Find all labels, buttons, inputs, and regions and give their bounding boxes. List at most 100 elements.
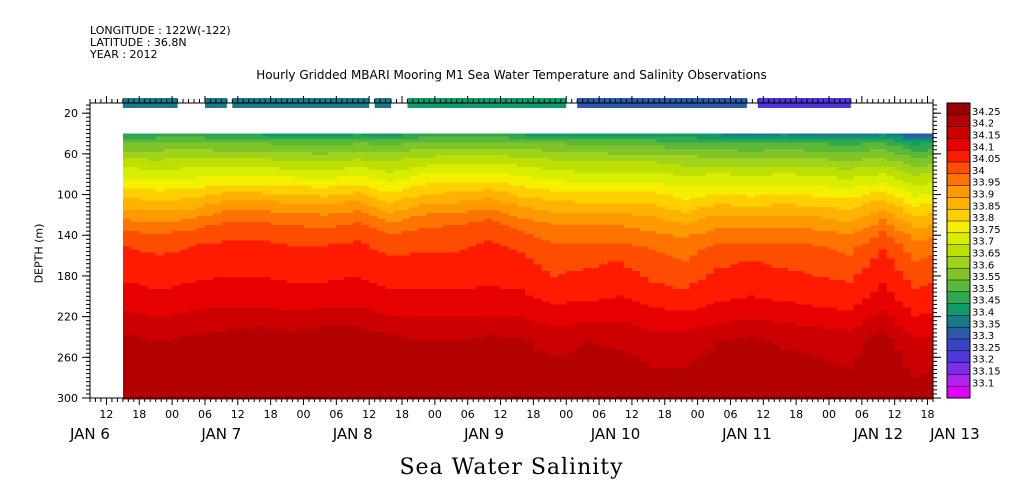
heatmap-cell	[393, 295, 403, 299]
heatmap-cell	[508, 246, 518, 251]
heatmap-cell	[434, 148, 444, 153]
heatmap-cell	[155, 362, 165, 367]
heatmap-cell	[180, 380, 190, 385]
heatmap-cell	[459, 237, 469, 241]
heatmap-cell	[336, 154, 346, 159]
heatmap-cell	[418, 267, 428, 272]
heatmap-cell	[131, 145, 140, 150]
heatmap-cell	[172, 157, 181, 162]
heatmap-cell	[254, 276, 264, 281]
heatmap-cell	[582, 325, 592, 330]
heatmap-cell	[262, 215, 272, 220]
heatmap-cell	[475, 331, 485, 336]
heatmap-cell	[377, 255, 387, 260]
heatmap-cell	[180, 322, 190, 327]
heatmap-cell	[558, 185, 567, 190]
heatmap-cell	[246, 173, 255, 177]
heatmap-cell	[459, 276, 469, 281]
heatmap-cell	[459, 222, 469, 226]
heatmap-cell	[295, 188, 305, 193]
heatmap-cell	[270, 276, 280, 281]
heatmap-cell	[360, 191, 370, 196]
heatmap-cell	[122, 157, 132, 162]
heatmap-cell	[385, 234, 395, 238]
heatmap-cell	[204, 167, 214, 171]
heatmap-cell	[418, 362, 428, 367]
heatmap-cell	[426, 359, 436, 363]
heatmap-cell	[147, 218, 157, 223]
heatmap-cell	[246, 344, 255, 348]
heatmap-cell	[155, 292, 165, 296]
heatmap-cell	[262, 167, 272, 171]
heatmap-cell	[549, 185, 559, 190]
heatmap-cell	[295, 392, 305, 397]
heatmap-cell	[303, 328, 313, 333]
heatmap-cell	[574, 203, 584, 208]
heatmap-cell	[410, 374, 420, 379]
heatmap-cell	[131, 173, 140, 177]
heatmap-cell	[443, 365, 452, 370]
heatmap-cell	[549, 206, 559, 211]
heatmap-cell	[426, 344, 436, 348]
heatmap-cell	[303, 280, 313, 284]
heatmap-cell	[213, 350, 222, 354]
heatmap-cell	[139, 353, 149, 357]
heatmap-cell	[278, 142, 288, 147]
heatmap-cell	[237, 148, 247, 153]
heatmap-cell	[237, 283, 247, 287]
heatmap-cell	[459, 255, 469, 260]
heatmap-cell	[196, 307, 206, 312]
heatmap-cell	[426, 322, 436, 327]
heatmap-cell	[204, 331, 214, 336]
heatmap-cell	[204, 206, 214, 211]
heatmap-cell	[451, 264, 461, 269]
heatmap-cell	[533, 273, 543, 278]
heatmap-cell	[237, 270, 247, 275]
heatmap-cell	[402, 179, 411, 183]
heatmap-cell	[590, 215, 600, 220]
heatmap-cell	[147, 139, 157, 144]
heatmap-cell	[566, 359, 576, 363]
heatmap-cell	[172, 197, 181, 202]
heatmap-cell	[426, 374, 436, 379]
heatmap-cell	[402, 331, 411, 336]
heatmap-cell	[492, 209, 502, 214]
heatmap-cell	[516, 170, 526, 174]
heatmap-cell	[246, 218, 255, 223]
heatmap-cell	[385, 359, 395, 363]
heatmap-cell	[566, 350, 576, 354]
heatmap-cell	[254, 362, 264, 367]
heatmap-cell	[475, 206, 485, 211]
heatmap-cell	[254, 298, 264, 302]
heatmap-cell	[246, 334, 255, 339]
heatmap-cell	[221, 273, 231, 278]
heatmap-cell	[139, 383, 149, 388]
heatmap-cell	[270, 222, 280, 226]
heatmap-cell	[377, 203, 387, 208]
heatmap-cell	[393, 206, 403, 211]
heatmap-cell	[541, 304, 551, 309]
heatmap-cell	[582, 356, 592, 360]
heatmap-cell	[475, 307, 485, 312]
heatmap-cell	[508, 240, 518, 244]
heatmap-cell	[254, 145, 264, 150]
heatmap-cell	[582, 273, 592, 278]
heatmap-cell	[582, 218, 592, 223]
heatmap-cell	[459, 380, 469, 385]
heatmap-cell	[254, 353, 264, 357]
heatmap-cell	[352, 145, 362, 150]
heatmap-cell	[131, 383, 140, 388]
heatmap-cell	[574, 286, 584, 290]
heatmap-cell	[492, 295, 502, 299]
heatmap-cell	[270, 182, 280, 186]
heatmap-cell	[319, 252, 329, 257]
heatmap-cell	[122, 322, 132, 327]
heatmap-cell	[229, 261, 239, 266]
heatmap-cell	[295, 368, 305, 373]
heatmap-cell	[278, 313, 288, 318]
heatmap-cell	[270, 328, 280, 333]
heatmap-cell	[196, 157, 206, 162]
heatmap-cell	[221, 212, 231, 217]
heatmap-cell	[508, 344, 518, 348]
heatmap-cell	[229, 295, 239, 299]
